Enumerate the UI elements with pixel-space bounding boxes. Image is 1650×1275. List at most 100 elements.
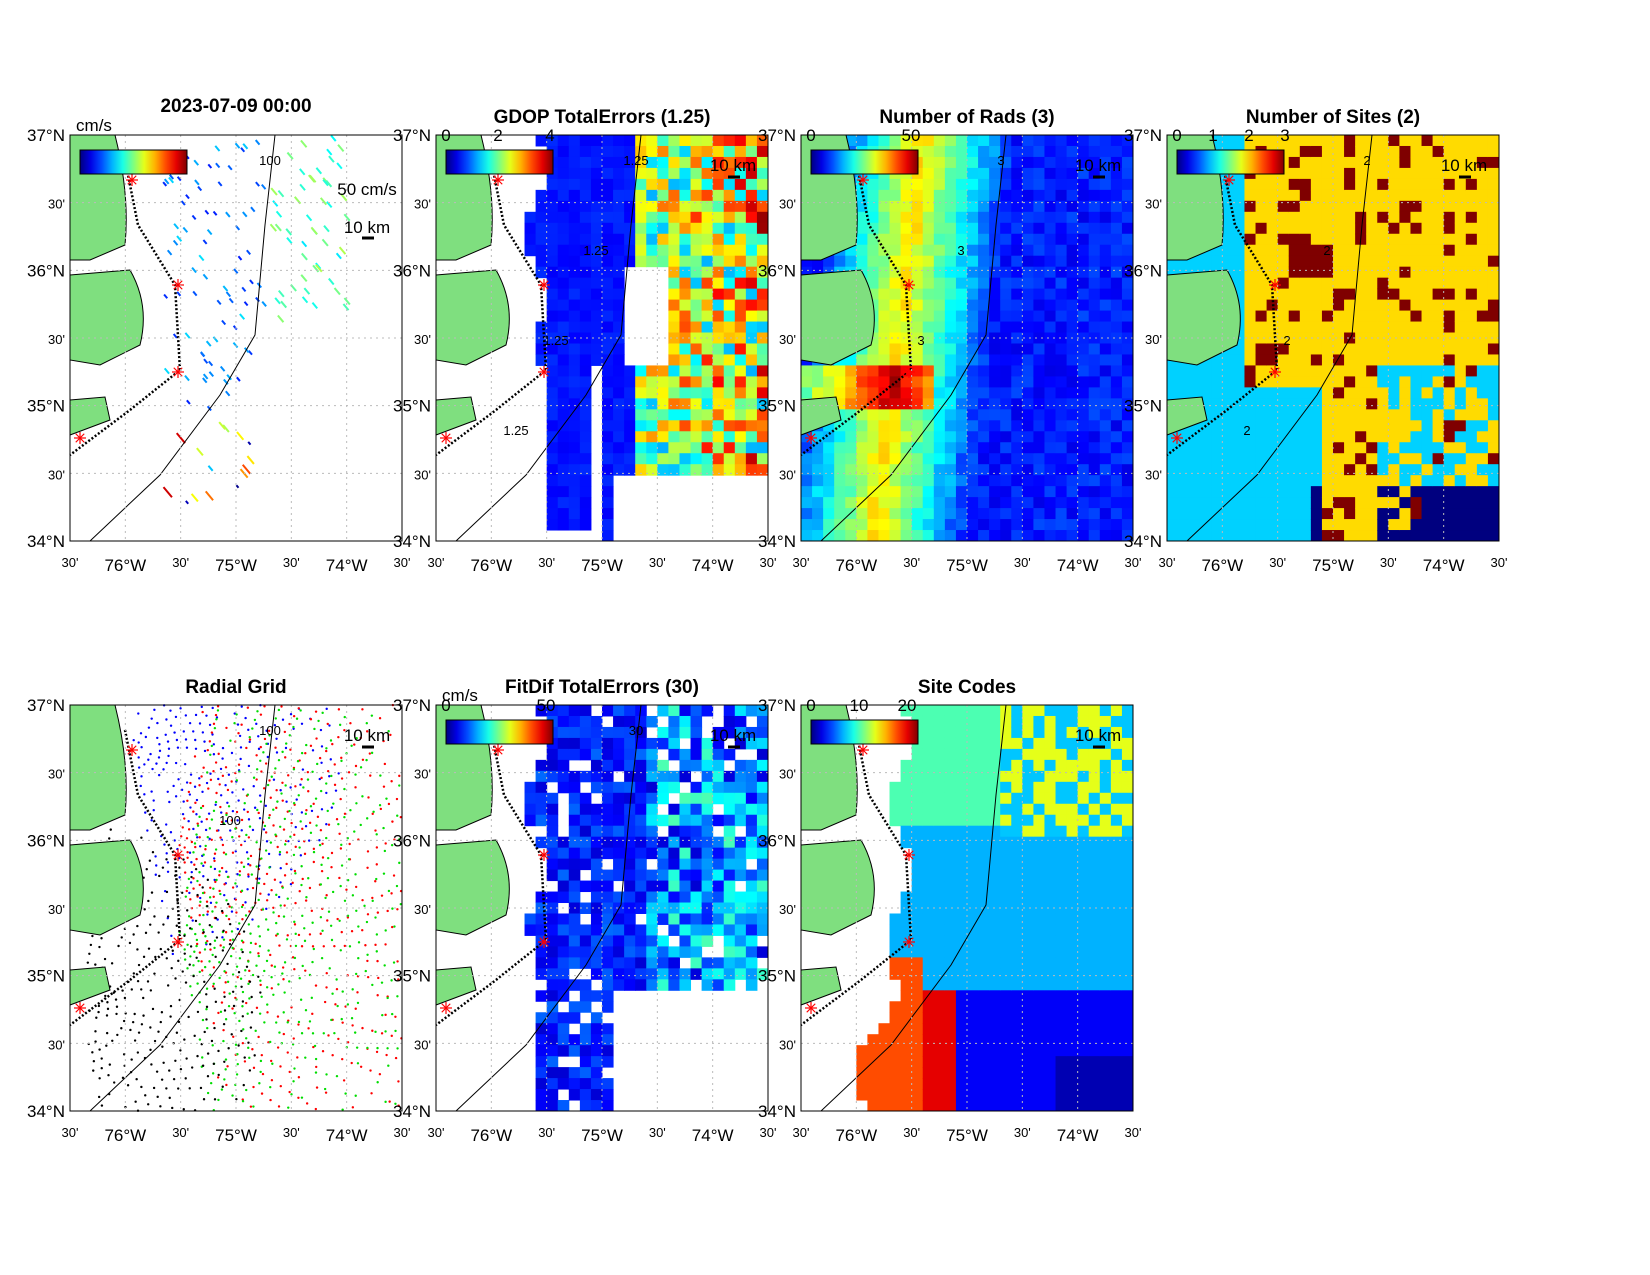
- radar-site-icon: [172, 279, 184, 291]
- grid-point: [188, 851, 192, 854]
- current-vector: [192, 290, 198, 297]
- heatmap-cell: [690, 376, 703, 388]
- grid-point: [365, 721, 368, 725]
- heatmap-cell: [922, 464, 935, 476]
- grid-point: [222, 1022, 226, 1026]
- heatmap-cell: [867, 200, 879, 213]
- grid-point: [350, 744, 353, 747]
- heatmap-cell: [1366, 508, 1378, 520]
- heatmap-cell: [1476, 365, 1489, 377]
- heatmap-cell: [801, 387, 813, 399]
- grid-point: [249, 854, 253, 858]
- heatmap-cell: [1399, 475, 1411, 487]
- heatmap-cell: [1033, 244, 1045, 257]
- heatmap-cell: [1255, 442, 1268, 454]
- heatmap-cell: [590, 178, 603, 191]
- x-tick-label: 76°W: [104, 1126, 146, 1145]
- heatmap-cell: [1321, 200, 1334, 213]
- heatmap-cell: [590, 913, 603, 925]
- heatmap-cell: [867, 420, 879, 432]
- heatmap-cell: [1033, 420, 1045, 432]
- grid-point: [218, 889, 221, 893]
- heatmap-cell: [989, 189, 1001, 202]
- heatmap-cell: [613, 464, 625, 476]
- heatmap-cell: [867, 519, 879, 531]
- heatmap-cell: [1443, 420, 1456, 432]
- heatmap-cell: [613, 135, 625, 147]
- grid-point: [333, 763, 336, 766]
- heatmap-cell: [557, 1034, 570, 1046]
- grid-point: [223, 883, 226, 886]
- grid-point: [272, 906, 275, 910]
- heatmap-cell: [1443, 244, 1456, 257]
- grid-point: [212, 1062, 216, 1066]
- heatmap-cell: [646, 167, 658, 180]
- heatmap-cell: [1011, 442, 1023, 454]
- heatmap-cell: [1310, 233, 1323, 246]
- heatmap-cell: [646, 759, 658, 772]
- heatmap-cell: [834, 398, 846, 410]
- heatmap-cell: [933, 211, 946, 224]
- heatmap-cell: [1099, 299, 1112, 312]
- grid-point: [312, 850, 316, 854]
- grid-point: [242, 788, 245, 791]
- grid-point: [351, 988, 354, 991]
- heatmap-cell: [646, 409, 658, 421]
- heatmap-cell: [1454, 244, 1467, 257]
- heatmap-cell: [1022, 365, 1034, 377]
- heatmap-cell: [845, 420, 857, 432]
- heatmap-cell: [1044, 508, 1057, 520]
- heatmap-cell: [1344, 519, 1356, 531]
- grid-point: [149, 752, 152, 756]
- grid-point: [109, 828, 112, 831]
- heatmap-cell: [878, 519, 891, 531]
- grid-point: [168, 1069, 171, 1072]
- grid-point: [238, 734, 242, 738]
- heatmap-cell: [557, 705, 570, 717]
- heatmap-cell: [1476, 486, 1489, 498]
- heatmap-cell: [1033, 409, 1045, 421]
- heatmap-cell: [834, 497, 846, 509]
- heatmap-cell: [944, 167, 957, 180]
- heatmap-cell: [535, 135, 548, 147]
- axes-box: [69, 134, 403, 542]
- heatmap-cell: [635, 759, 647, 772]
- heatmap-cell: [690, 442, 703, 454]
- heatmap-cell: [955, 387, 968, 399]
- grid-point: [235, 861, 239, 864]
- grid-point: [195, 833, 198, 836]
- grid-point: [391, 820, 394, 823]
- heatmap-cell: [1178, 376, 1190, 388]
- heatmap-cell: [1310, 398, 1323, 410]
- scale-bar-label: 10 km: [344, 726, 390, 745]
- heatmap-cell: [967, 277, 979, 290]
- grid-point: [333, 1031, 336, 1035]
- heatmap-cell: [756, 409, 769, 421]
- heatmap-cell: [1077, 145, 1090, 158]
- heatmap-cell: [557, 1023, 570, 1035]
- heatmap-cell: [745, 277, 758, 290]
- heatmap-cell: [1044, 211, 1057, 224]
- heatmap-cell: [812, 475, 824, 487]
- heatmap-cell: [1454, 497, 1467, 509]
- heatmap-cell: [911, 310, 924, 323]
- heatmap-cell: [1310, 332, 1323, 344]
- grid-point: [262, 751, 265, 754]
- heatmap-cell: [590, 1012, 603, 1024]
- heatmap-cell: [922, 475, 935, 487]
- heatmap-cell: [1321, 530, 1334, 542]
- heatmap-cell: [1344, 387, 1356, 399]
- grid-point: [246, 810, 249, 814]
- heatmap-cell: [1077, 277, 1090, 290]
- heatmap-cell: [1366, 244, 1378, 257]
- heatmap-cell: [1066, 200, 1079, 213]
- heatmap-cell: [690, 156, 703, 169]
- grid-point: [325, 1073, 328, 1076]
- grid-point: [213, 1098, 217, 1101]
- current-vector: [222, 285, 229, 292]
- heatmap-cell: [734, 431, 747, 443]
- heatmap-cell: [955, 135, 968, 147]
- heatmap-cell: [1088, 233, 1101, 246]
- grid-point: [300, 722, 304, 725]
- grid-point: [192, 877, 195, 880]
